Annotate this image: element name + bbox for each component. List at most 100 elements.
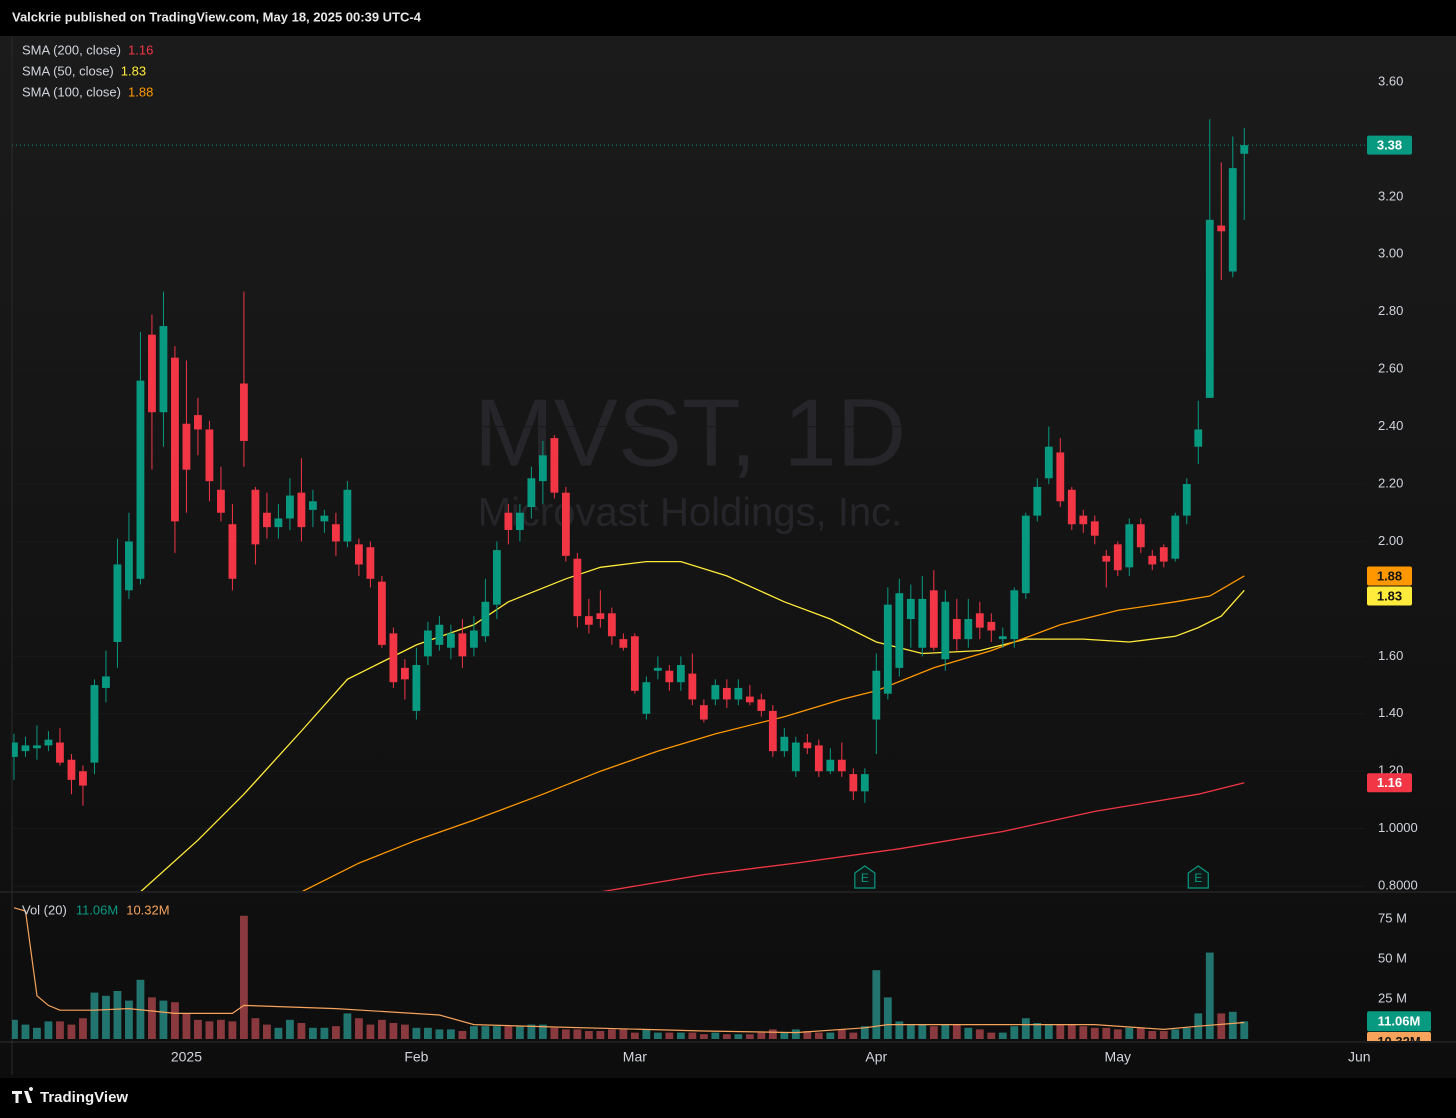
- footer-text: TradingView: [40, 1089, 128, 1106]
- volume-bar: [1056, 1024, 1065, 1039]
- volume-bar: [1010, 1026, 1019, 1039]
- candle-body: [596, 613, 605, 620]
- candle-body: [56, 742, 64, 763]
- x-tick-label: 2025: [171, 1049, 202, 1065]
- sma-line: [140, 560, 1245, 891]
- y-tick-label: 1.0000: [1378, 820, 1418, 835]
- volume-bar: [458, 1031, 467, 1039]
- volume-bar: [469, 1026, 478, 1039]
- candle-body: [918, 598, 927, 648]
- x-tick-label: Apr: [865, 1049, 887, 1065]
- volume-bar: [653, 1032, 662, 1039]
- x-tick-label: Jun: [1348, 1049, 1371, 1065]
- volume-bar: [1090, 1027, 1099, 1039]
- header-bar: [0, 0, 1456, 36]
- y-tick-label: 3.00: [1378, 246, 1403, 261]
- volume-bar: [331, 1026, 340, 1039]
- candle-body: [1148, 555, 1157, 565]
- volume-bar: [12, 1019, 18, 1039]
- volume-ma-line: [13, 907, 1245, 1034]
- volume-bar: [619, 1029, 628, 1039]
- volume-tick-label: 50 M: [1378, 950, 1407, 965]
- volume-bar: [435, 1029, 444, 1039]
- candle-body: [79, 771, 87, 786]
- volume-bar: [148, 997, 156, 1039]
- volume-bar: [998, 1032, 1007, 1039]
- price-label-box: [1367, 135, 1412, 155]
- volume-bar: [102, 995, 110, 1039]
- price-label-box: [1367, 773, 1412, 793]
- candle-body: [837, 759, 846, 772]
- candle-body: [527, 478, 536, 508]
- volume-bar: [837, 1029, 846, 1039]
- candle-body: [711, 685, 720, 700]
- candle-body: [860, 774, 869, 792]
- sma-line: [301, 575, 1245, 891]
- volume-bar: [607, 1029, 616, 1039]
- legend-value: 1.16: [128, 42, 153, 57]
- volume-labels: 10.32M 11.06M: [1367, 1011, 1431, 1041]
- volume-bar: [952, 1024, 961, 1039]
- volume-bar: [21, 1024, 30, 1039]
- volume-bar: [56, 1021, 64, 1039]
- volume-bar: [711, 1032, 720, 1039]
- watermark-symbol: MVST, 1D: [474, 379, 906, 486]
- candle-body: [573, 558, 582, 617]
- volume-bar: [1033, 1023, 1042, 1039]
- candle-body: [745, 696, 754, 703]
- candle-body: [1033, 486, 1042, 516]
- volume-bar: [492, 1026, 501, 1039]
- candle-body: [1021, 515, 1030, 594]
- legend-value: 1.88: [128, 84, 153, 99]
- candle-body: [171, 357, 179, 522]
- legend-name: SMA (200, close): [22, 42, 121, 57]
- y-tick-label: 2.20: [1378, 475, 1403, 490]
- candle-body: [194, 415, 202, 430]
- volume-bar: [44, 1021, 53, 1039]
- candle-body: [607, 613, 616, 637]
- candle-body: [125, 541, 133, 591]
- volume-bar: [596, 1031, 605, 1039]
- volume-bar: [1182, 1027, 1191, 1039]
- volume-bar: [1217, 1013, 1226, 1039]
- candle-body: [389, 633, 398, 683]
- volume-bar: [354, 1018, 363, 1039]
- candle-body: [1217, 225, 1226, 232]
- y-tick-label: 2.40: [1378, 418, 1403, 433]
- volume-bar: [791, 1029, 800, 1039]
- price-label: 1.16: [1377, 775, 1402, 790]
- volume-bar: [515, 1026, 524, 1039]
- candle-body: [780, 736, 789, 752]
- volume-bar: [377, 1019, 386, 1039]
- candle-body: [791, 742, 800, 772]
- candle-body: [814, 745, 823, 772]
- volume-bar: [400, 1024, 409, 1039]
- volume-bar: [1171, 1029, 1180, 1039]
- y-tick-label: 2.00: [1378, 533, 1403, 548]
- earnings-marker: [1187, 865, 1209, 889]
- volume-bar: [745, 1034, 754, 1039]
- volume-bar: [1125, 1027, 1134, 1039]
- volume-bar: [688, 1032, 697, 1039]
- volume-bar: [1148, 1031, 1157, 1039]
- candle-body: [435, 624, 444, 645]
- logo-icon: [12, 1087, 34, 1103]
- price-label-box: [1367, 566, 1412, 586]
- candle-body: [240, 383, 248, 441]
- volume-bar: [263, 1024, 271, 1039]
- volume-bar: [768, 1029, 777, 1039]
- candle-body: [895, 593, 904, 668]
- axes: 3.60 3.20 3.00 2.80 2.60 2.40 2.20 2.00 1.60 1.40…: [171, 73, 1431, 1065]
- candle-body: [688, 673, 697, 700]
- candle-body: [1171, 515, 1180, 559]
- candle-body: [446, 633, 455, 648]
- candle-body: [21, 745, 30, 752]
- volume-bar: [1067, 1024, 1076, 1039]
- candle-body: [975, 613, 984, 628]
- candle-body: [251, 489, 260, 545]
- volume-bar: [987, 1032, 996, 1039]
- volume-bar: [906, 1024, 915, 1039]
- candle-body: [354, 544, 363, 565]
- volume-bar: [1079, 1026, 1088, 1039]
- candle-body: [492, 550, 501, 605]
